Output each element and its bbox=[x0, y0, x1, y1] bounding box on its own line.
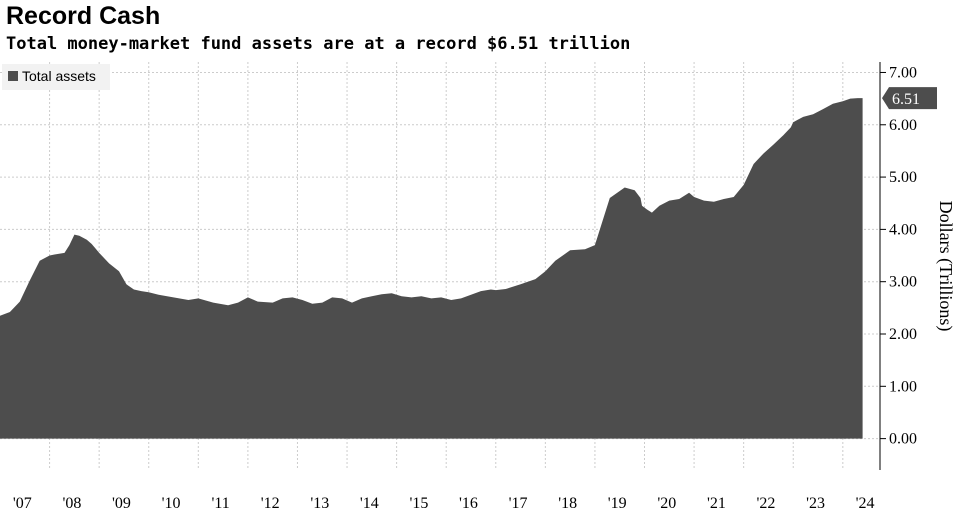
x-tick-label-8: '15 bbox=[409, 495, 428, 512]
y-tick-label-3: 3.00 bbox=[889, 274, 917, 291]
x-tick-label-15: '22 bbox=[757, 495, 776, 512]
axes: 0.00 1.00 2.00 3.00 4.00 5.00 6.00 7.00 '07 '08 '0… bbox=[13, 62, 937, 512]
y-tick-label-0: 0.00 bbox=[889, 431, 917, 448]
x-tick-label-6: '13 bbox=[310, 495, 329, 512]
area-series bbox=[0, 98, 863, 439]
x-tick-label-10: '17 bbox=[509, 495, 528, 512]
series-total-assets-area bbox=[0, 98, 863, 439]
x-tick-label-3: '10 bbox=[162, 495, 181, 512]
x-tick-label-1: '08 bbox=[62, 495, 81, 512]
y-tick-label-6: 6.00 bbox=[889, 117, 917, 134]
y-axis-label: Dollars (Trillions) bbox=[935, 201, 956, 332]
chart-subtitle: Total money-market fund assets are at a … bbox=[6, 34, 631, 54]
chart-title: Record Cash bbox=[6, 2, 161, 30]
x-tick-label-0: '07 bbox=[13, 495, 32, 512]
legend-background bbox=[2, 64, 110, 90]
legend: Total assets bbox=[2, 64, 110, 90]
x-tick-label-5: '12 bbox=[261, 495, 280, 512]
legend-swatch bbox=[8, 71, 18, 81]
x-tick-label-4: '11 bbox=[211, 495, 229, 512]
end-value-badge bbox=[882, 87, 937, 110]
y-tick-label-2: 2.00 bbox=[889, 326, 917, 343]
x-tick-label-11: '18 bbox=[558, 495, 577, 512]
x-tick-label-17: '24 bbox=[856, 495, 875, 512]
x-tick-label-2: '09 bbox=[112, 495, 131, 512]
y-tick-label-4: 4.00 bbox=[889, 221, 917, 238]
x-tick-label-13: '20 bbox=[657, 495, 676, 512]
x-tick-label-16: '23 bbox=[806, 495, 825, 512]
y-tick-label-7: 7.00 bbox=[889, 64, 917, 81]
x-tick-label-9: '16 bbox=[459, 495, 478, 512]
x-tick-label-12: '19 bbox=[608, 495, 627, 512]
x-tick-label-14: '21 bbox=[707, 495, 726, 512]
legend-label: Total assets bbox=[22, 68, 96, 84]
y-tick-label-5: 5.00 bbox=[889, 169, 917, 186]
x-tick-label-7: '14 bbox=[360, 495, 379, 512]
y-tick-label-1: 1.00 bbox=[889, 378, 917, 395]
end-value-label: 6.51 bbox=[892, 91, 920, 108]
